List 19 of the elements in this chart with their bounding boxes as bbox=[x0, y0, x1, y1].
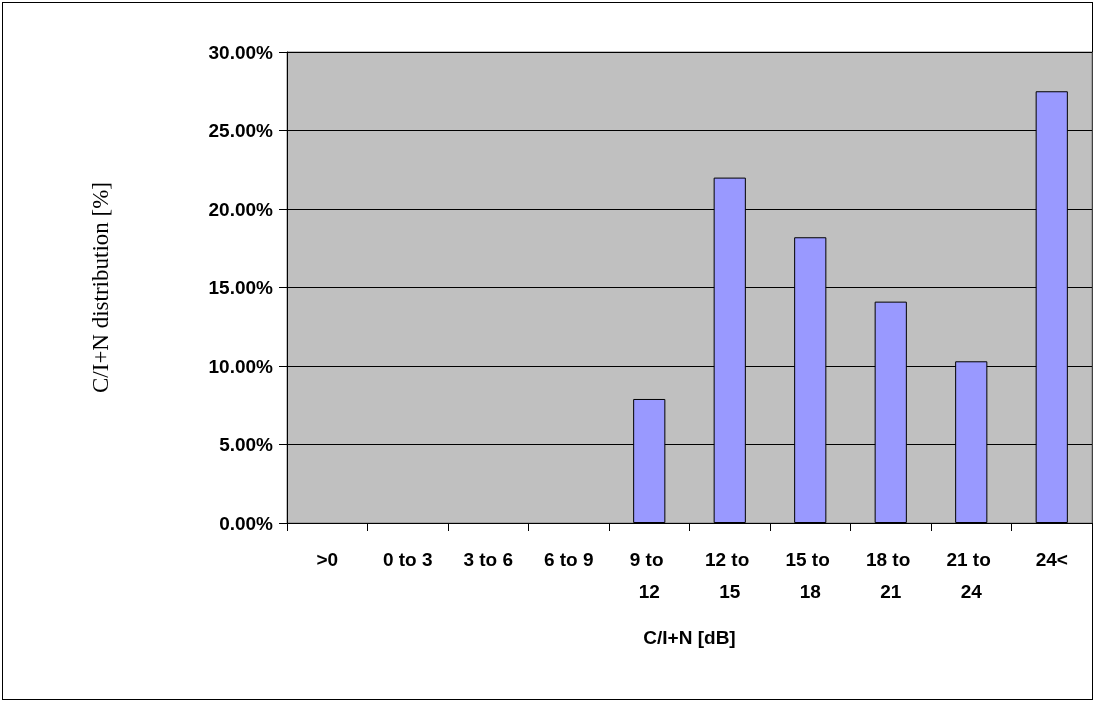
x-tick-label: 9 to 12 bbox=[629, 548, 669, 602]
x-tick-label: 21 to 24 bbox=[946, 548, 997, 602]
y-tick-label: 10.00% bbox=[208, 355, 274, 377]
y-tick-label: 5.00% bbox=[219, 434, 274, 455]
y-tick-label: 25.00% bbox=[208, 120, 274, 141]
x-tick-label: 15 to 18 bbox=[785, 548, 836, 602]
y-tick-label: 20.00% bbox=[208, 198, 274, 220]
x-tick-label: 24< bbox=[1035, 548, 1068, 570]
x-tick-label: 18 to 21 bbox=[865, 548, 916, 602]
x-axis-title: C/I+N [dB] bbox=[643, 627, 736, 648]
x-tick-label: 3 to 6 bbox=[463, 548, 514, 570]
y-tick-label: 15.00% bbox=[208, 277, 274, 298]
y-tick-label: 30.00% bbox=[208, 41, 274, 63]
x-tick-label: 6 to 9 bbox=[543, 548, 594, 570]
y-axis-title: C/I+N distribution [%] bbox=[88, 181, 113, 394]
x-tick-label: 0 to 3 bbox=[382, 548, 433, 570]
y-tick-label: 0.00% bbox=[219, 512, 274, 534]
x-tick-label: 12 to 15 bbox=[704, 548, 755, 602]
x-tick-label: >0 bbox=[316, 548, 339, 570]
